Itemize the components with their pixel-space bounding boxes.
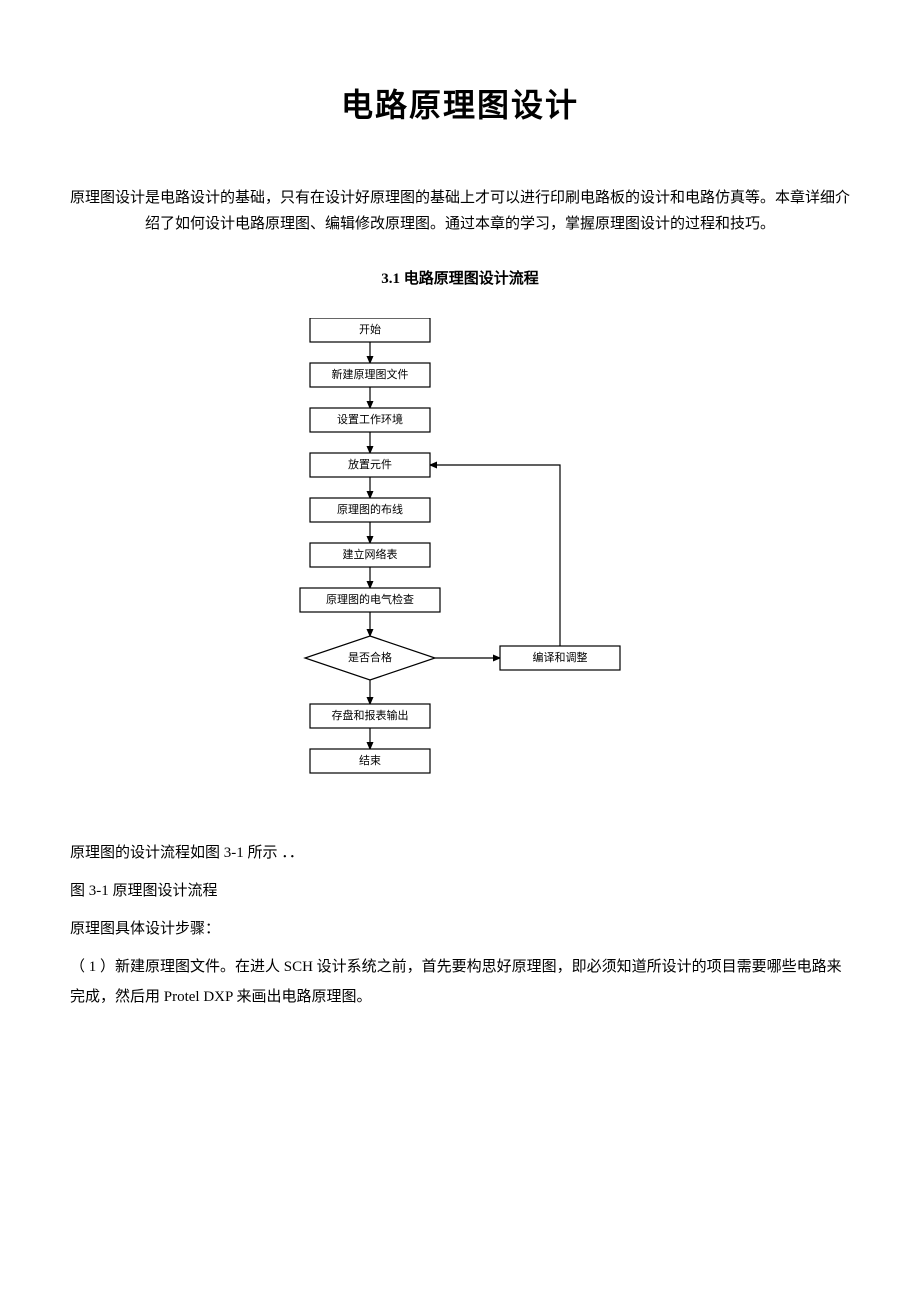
svg-text:结束: 结束	[359, 754, 381, 767]
figure-caption: 图 3-1 原理图设计流程	[70, 876, 850, 906]
svg-text:设置工作环境: 设置工作环境	[337, 412, 403, 426]
svg-text:编译和调整: 编译和调整	[533, 650, 588, 664]
svg-text:是否合格: 是否合格	[348, 650, 392, 664]
svg-text:原理图的电气检查: 原理图的电气检查	[326, 592, 414, 606]
intro-paragraph: 原理图设计是电路设计的基础，只有在设计好原理图的基础上才可以进行印刷电路板的设计…	[70, 186, 850, 237]
flowchart-diagram: 开始新建原理图文件设置工作环境放置元件原理图的布线建立网络表原理图的电气检查是否…	[270, 318, 650, 788]
svg-text:存盘和报表输出: 存盘和报表输出	[332, 708, 409, 722]
svg-text:建立网络表: 建立网络表	[343, 547, 398, 561]
svg-text:开始: 开始	[359, 322, 381, 336]
flow-ref-text: 原理图的设计流程如图 3-1 所示 ．．	[70, 838, 850, 868]
svg-text:放置元件: 放置元件	[348, 457, 392, 471]
section-title: 3.1 电路原理图设计流程	[70, 267, 850, 288]
page-title: 电路原理图设计	[70, 80, 850, 126]
body-text: 原理图的设计流程如图 3-1 所示 ．． 图 3-1 原理图设计流程 原理图具体…	[70, 838, 850, 1012]
svg-text:原理图的布线: 原理图的布线	[337, 502, 403, 516]
svg-text:新建原理图文件: 新建原理图文件	[332, 367, 409, 381]
steps-heading: 原理图具体设计步骤：	[70, 914, 850, 944]
step-1-text: （ 1 ）新建原理图文件。在进人 SCH 设计系统之前，首先要构思好原理图，即必…	[70, 952, 850, 1012]
flowchart-container: 开始新建原理图文件设置工作环境放置元件原理图的布线建立网络表原理图的电气检查是否…	[70, 318, 850, 788]
